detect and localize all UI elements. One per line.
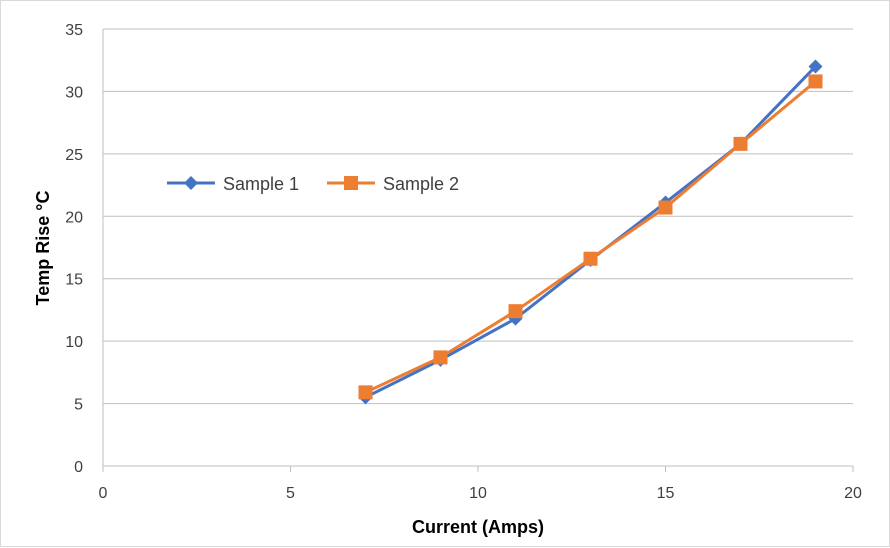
data-point-square bbox=[433, 350, 448, 365]
x-axis-title: Current (Amps) bbox=[412, 517, 544, 537]
x-tick-label: 10 bbox=[469, 485, 487, 502]
x-tick-label: 20 bbox=[844, 485, 862, 502]
legend-label: Sample 1 bbox=[223, 174, 299, 194]
y-tick-label: 10 bbox=[65, 334, 83, 351]
legend-label: Sample 2 bbox=[383, 174, 459, 194]
data-point-diamond bbox=[184, 176, 198, 190]
y-tick-label: 5 bbox=[74, 397, 83, 414]
y-tick-label: 35 bbox=[65, 22, 83, 39]
y-axis-title: Temp Rise °C bbox=[33, 191, 53, 306]
y-tick-label: 15 bbox=[65, 272, 83, 289]
grid-lines bbox=[103, 28, 853, 405]
data-point-square bbox=[358, 385, 373, 400]
series-line bbox=[364, 64, 817, 399]
x-tick-label: 15 bbox=[657, 485, 675, 502]
data-point-square bbox=[508, 304, 523, 319]
data-point-square bbox=[658, 200, 673, 215]
x-tick-label: 5 bbox=[286, 485, 295, 502]
data-point-square bbox=[808, 74, 823, 89]
data-point-square bbox=[583, 251, 598, 266]
data-point-diamond bbox=[808, 59, 823, 74]
series-line bbox=[364, 79, 817, 394]
legend-item-1: Sample 1 bbox=[167, 174, 299, 194]
legend: Sample 1 Sample 2 bbox=[167, 174, 459, 194]
data-point-square bbox=[344, 176, 358, 190]
data-point-square bbox=[733, 136, 748, 151]
x-tick-label: 0 bbox=[99, 485, 108, 502]
series bbox=[358, 59, 823, 405]
legend-item-2: Sample 2 bbox=[327, 174, 459, 194]
y-tick-label: 25 bbox=[65, 147, 83, 164]
series-2 bbox=[358, 74, 823, 400]
y-tick-label: 20 bbox=[65, 209, 83, 226]
series-1 bbox=[358, 59, 823, 405]
y-tick-label: 0 bbox=[74, 459, 83, 476]
y-tick-label: 30 bbox=[65, 84, 83, 101]
axes: 0 5 10 15 20 25 30 35 0 5 10 15 20 bbox=[65, 22, 862, 502]
